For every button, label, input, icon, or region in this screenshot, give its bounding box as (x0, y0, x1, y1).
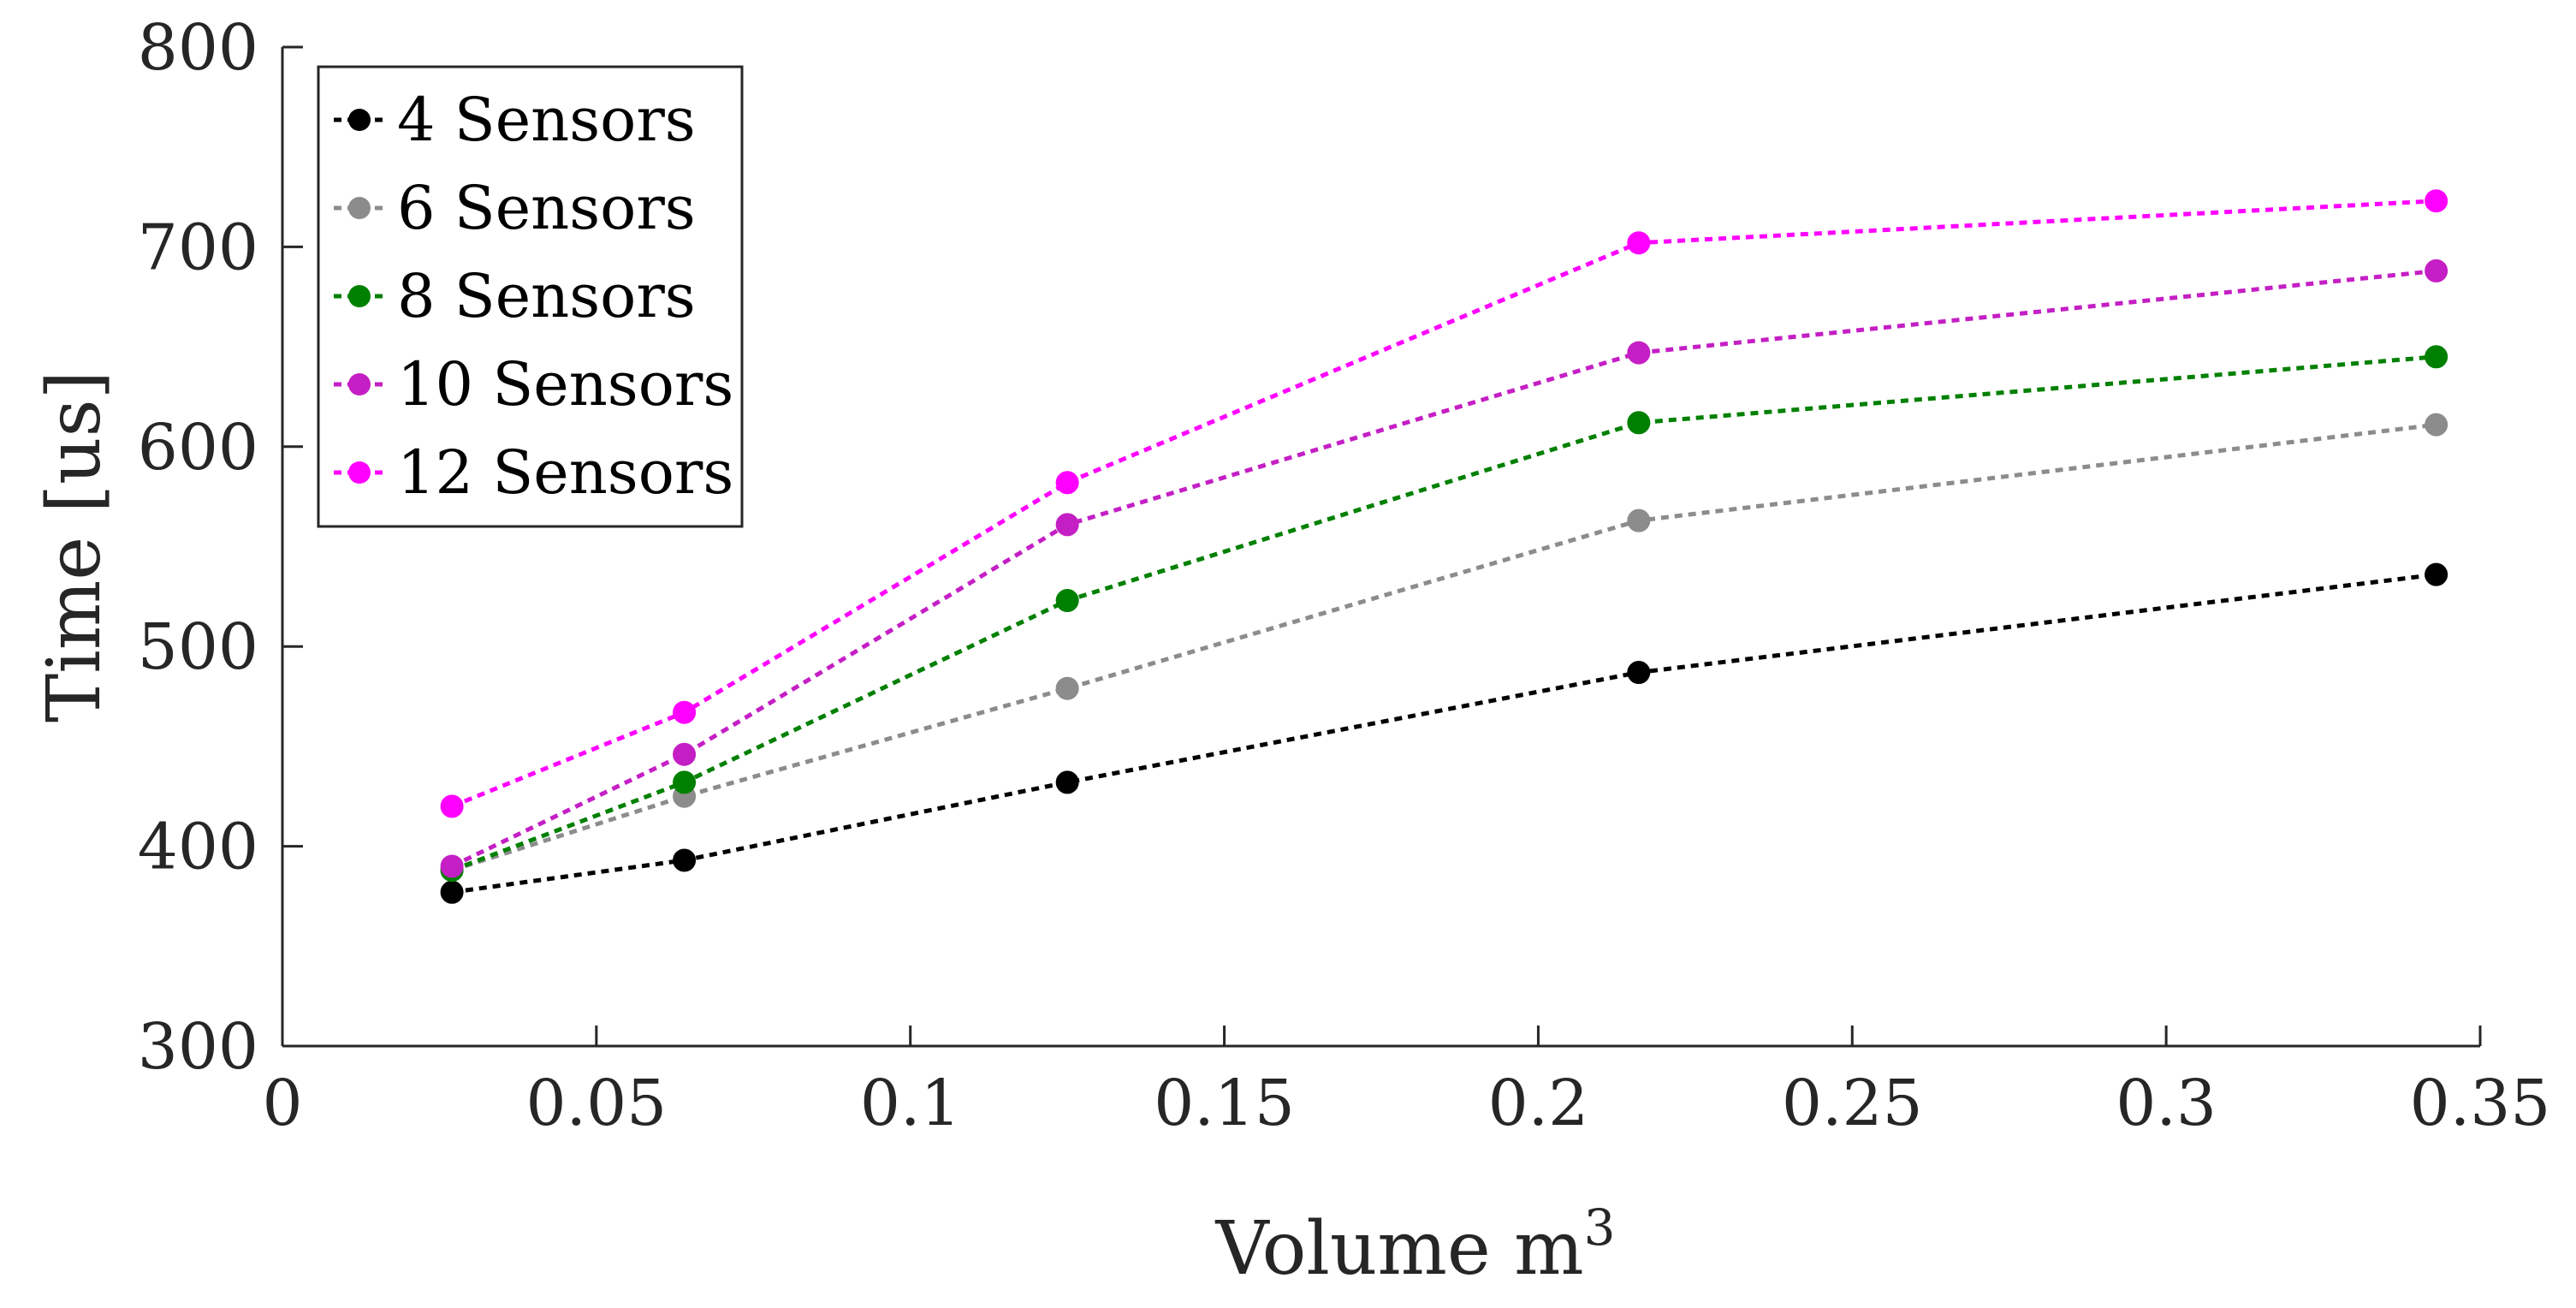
data-point (1055, 589, 1079, 613)
legend-label: 12 Sensors (397, 437, 733, 508)
data-point (673, 770, 697, 794)
series-8-sensors (440, 345, 2448, 883)
series-line (451, 422, 2437, 872)
y-tick-label: 700 (138, 211, 258, 284)
series-line (451, 354, 2437, 872)
legend-marker (348, 197, 371, 219)
legend-item: 6 Sensors (334, 173, 696, 243)
legend-item: 8 Sensors (334, 261, 696, 331)
data-point (2425, 562, 2448, 586)
data-point (1055, 513, 1079, 537)
legend-marker (348, 461, 371, 484)
x-tick-label: 0.25 (1782, 1067, 1923, 1140)
legend-marker (348, 109, 371, 131)
x-axis-title-superscript: 3 (1584, 1198, 1616, 1257)
series-line (451, 199, 2437, 809)
legend-label: 10 Sensors (397, 349, 733, 419)
x-tick-label: 0.35 (2410, 1067, 2551, 1140)
data-point (2425, 259, 2448, 282)
data-point (440, 854, 464, 878)
y-axis-title: Time [us] (32, 371, 117, 722)
data-point (1055, 471, 1079, 495)
y-tick-label: 500 (138, 610, 258, 684)
data-point (440, 880, 464, 904)
data-point (1627, 231, 1651, 255)
data-point (1627, 508, 1651, 532)
x-tick-label: 0.15 (1154, 1067, 1295, 1140)
x-tick-label: 0.2 (1488, 1067, 1589, 1140)
data-point (440, 794, 464, 818)
data-point (673, 700, 697, 724)
legend-label: 6 Sensors (397, 173, 696, 243)
legend-label: 8 Sensors (397, 261, 696, 331)
legend-item: 10 Sensors (334, 349, 733, 419)
legend: 4 Sensors 6 Sensors 8 Sensors 10 Sensors 12 … (317, 65, 744, 528)
x-tick-label: 0.1 (860, 1067, 961, 1140)
data-point (673, 848, 697, 872)
series-line (451, 572, 2437, 895)
y-tick-label: 800 (138, 11, 258, 85)
y-tick-label: 400 (138, 811, 258, 884)
data-point (2425, 189, 2448, 213)
legend-item: 4 Sensors (334, 85, 696, 155)
legend-box (317, 65, 744, 528)
x-tick-label: 0.3 (2116, 1067, 2217, 1140)
data-point (1055, 676, 1079, 700)
legend-marker (348, 285, 371, 307)
axes: 0 0.05 0.1 0.15 0.2 0.25 0.3 0.35 300 400 500 600 70… (138, 11, 2551, 1140)
data-point (1627, 661, 1651, 685)
data-point (1627, 341, 1651, 365)
y-tick-label: 300 (138, 1010, 258, 1084)
series-12-sensors (440, 189, 2448, 818)
data-point (2425, 345, 2448, 369)
x-tick-label: 0.05 (525, 1067, 667, 1140)
x-axis-title: Volume m3 (1214, 1198, 1615, 1292)
data-point (1627, 411, 1651, 435)
x-tick-label: 0 (262, 1067, 302, 1140)
legend-item: 12 Sensors (334, 437, 733, 508)
series-layer (440, 189, 2448, 904)
legend-label: 4 Sensors (397, 85, 696, 155)
series-4-sensors (440, 562, 2448, 904)
legend-marker (348, 373, 371, 395)
y-tick-label: 600 (138, 411, 258, 485)
series-line (451, 268, 2437, 869)
series-10-sensors (440, 259, 2448, 878)
data-point (2425, 413, 2448, 437)
data-point (1055, 770, 1079, 794)
data-point (673, 742, 697, 766)
